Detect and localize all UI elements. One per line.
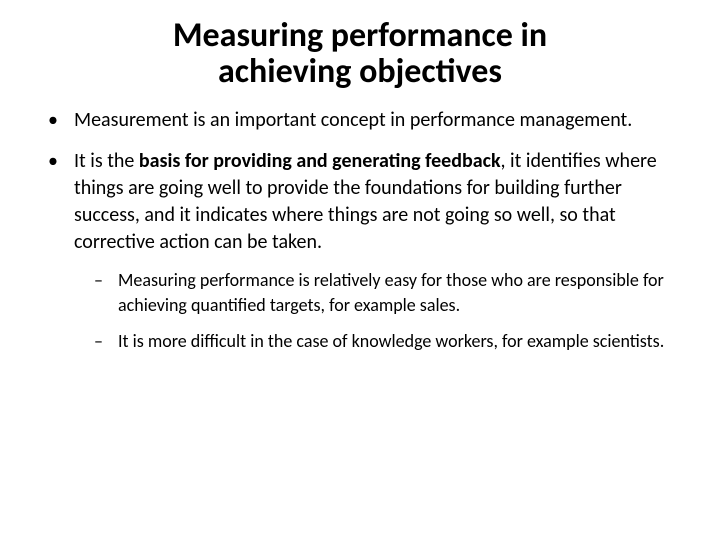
bullet-text-part: Measurement is an important concept in p… (74, 108, 632, 132)
sub-bullet-text: It is more difficult in the case of know… (118, 330, 664, 352)
bullet-item: It is the basis for providing and genera… (40, 148, 680, 353)
bullet-text-part: basis for providing and generating feedb… (139, 149, 501, 173)
sub-bullet-item: It is more difficult in the case of know… (74, 329, 680, 353)
title-line-2: achieving objectives (218, 51, 502, 92)
bullet-item: Measurement is an important concept in p… (40, 107, 680, 134)
sub-bullet-list: Measuring performance is relatively easy… (74, 268, 680, 353)
slide-title: Measuring performance in achieving objec… (40, 18, 680, 89)
bullet-list: Measurement is an important concept in p… (40, 107, 680, 353)
bullet-text-part: It is the (74, 149, 139, 173)
slide: Measuring performance in achieving objec… (0, 0, 720, 540)
sub-bullet-text: Measuring performance is relatively easy… (118, 269, 664, 315)
sub-bullet-item: Measuring performance is relatively easy… (74, 268, 680, 317)
